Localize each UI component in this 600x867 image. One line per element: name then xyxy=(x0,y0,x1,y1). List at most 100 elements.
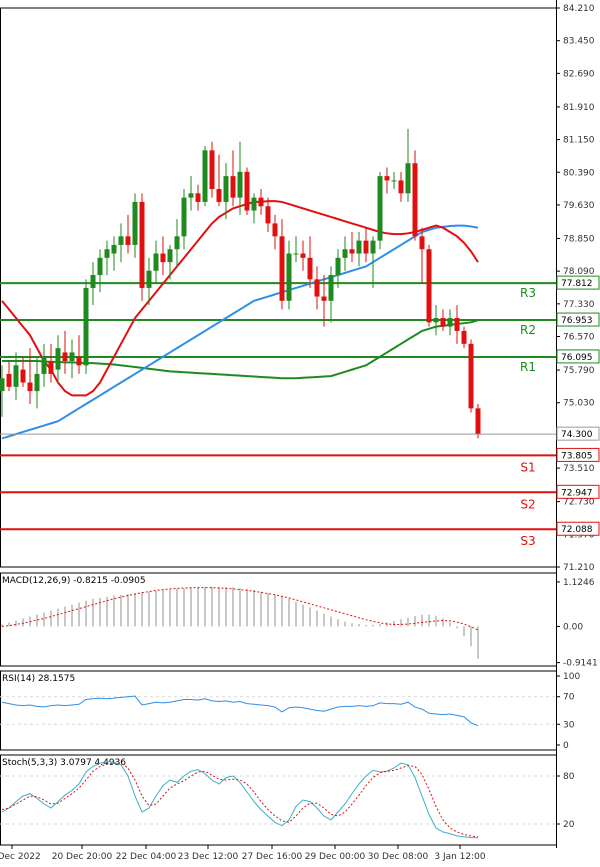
level-tag-s2 xyxy=(556,484,600,499)
rsi-tick-label: 0 xyxy=(563,741,569,751)
price-tick-label: 81.910 xyxy=(563,103,595,113)
level-name-s2: S2 xyxy=(520,497,535,511)
level-tag-label: 72.947 xyxy=(561,488,593,498)
candle-body xyxy=(174,236,180,250)
candle-body xyxy=(279,236,285,301)
candle-body xyxy=(76,356,82,366)
price-tick-label: 83.450 xyxy=(563,37,595,47)
candle-body xyxy=(55,348,61,370)
candle-body xyxy=(0,378,5,392)
candle-body xyxy=(265,206,271,224)
candle-body xyxy=(62,352,68,362)
candle-body xyxy=(34,373,40,392)
candle-body xyxy=(272,223,278,237)
candle-body xyxy=(454,318,460,331)
stoch-title: Stoch(5,3,3) 3.0797 4.4936 xyxy=(2,758,126,768)
ma-mid-line xyxy=(1,224,479,440)
candle-body xyxy=(349,249,355,254)
x-tick-label: 3 Jan 12:00 xyxy=(434,852,486,862)
price-tick-label: 78.090 xyxy=(563,267,595,277)
candle-body xyxy=(293,253,299,255)
candle-body xyxy=(209,150,215,190)
level-tag-label: 72.088 xyxy=(561,525,593,535)
x-tick-label: 19 Dec 2022 xyxy=(0,852,41,862)
x-tick-label: 23 Dec 12:00 xyxy=(178,852,239,862)
candle-body xyxy=(20,369,26,383)
candle-body xyxy=(321,296,327,301)
candle-body xyxy=(216,189,222,202)
level-tag-r2 xyxy=(556,312,600,327)
candle-body xyxy=(90,275,96,288)
price-tick-label: 80.390 xyxy=(563,168,595,178)
candle-body xyxy=(461,330,467,344)
candle-body xyxy=(195,193,201,202)
candle-body xyxy=(41,356,47,374)
level-tag-label: 77.812 xyxy=(561,279,593,289)
macd-tick-label: 1.1246 xyxy=(563,578,595,588)
ma-fast-line xyxy=(1,200,479,397)
ma-slow-line xyxy=(2,319,479,380)
candle-body xyxy=(181,197,187,237)
panel-frame-macd xyxy=(0,572,557,667)
candle-body xyxy=(132,201,138,245)
rsi-tick-label: 70 xyxy=(563,693,575,703)
price-tick-label: 71.210 xyxy=(563,563,595,573)
candle-body xyxy=(419,236,425,250)
stoch-main-line xyxy=(1,761,478,839)
x-tick-label: 22 Dec 04:00 xyxy=(116,852,177,862)
candle-body xyxy=(160,253,166,263)
macd-signal-line xyxy=(1,587,479,631)
rsi-title: RSI(14) 28.1575 xyxy=(2,674,75,684)
price-tick-label: 75.030 xyxy=(563,399,595,409)
candle-body xyxy=(433,318,439,323)
candle-body xyxy=(300,253,306,258)
candle-body xyxy=(104,249,110,258)
macd-tick-label: 0.00 xyxy=(563,622,583,632)
panel-frame-rsi xyxy=(0,670,557,751)
x-tick-label: 27 Dec 16:00 xyxy=(242,852,303,862)
last-price-label: 74.300 xyxy=(561,430,593,440)
price-tick-label: 81.150 xyxy=(563,136,595,146)
macd-title: MACD(12,26,9) -0.8215 -0.0905 xyxy=(2,576,146,586)
level-tag-label: 76.953 xyxy=(561,316,593,326)
candle-body xyxy=(328,275,334,301)
candle-body xyxy=(83,287,89,366)
level-tag-label: 73.805 xyxy=(561,451,593,461)
level-tag-r1 xyxy=(556,349,600,364)
stoch-signal-line xyxy=(1,762,479,838)
candle-body xyxy=(258,197,264,207)
x-tick-label: 30 Dec 08:00 xyxy=(368,852,429,862)
level-name-r2: R2 xyxy=(520,323,536,337)
candle-body xyxy=(412,163,418,237)
candle-body xyxy=(223,176,229,202)
candle-body xyxy=(342,249,348,258)
price-tick-label: 84.210 xyxy=(563,4,595,14)
stoch-tick-label: 80 xyxy=(563,772,575,782)
rsi-tick-label: 30 xyxy=(563,720,575,730)
candle-body xyxy=(97,257,103,276)
candle-body xyxy=(391,180,397,182)
candle-body xyxy=(146,270,152,288)
candle-body xyxy=(167,249,173,263)
candle-body xyxy=(426,249,432,323)
candle-body xyxy=(286,253,292,301)
candle-body xyxy=(202,150,208,202)
last-price-tag xyxy=(556,426,600,441)
candle-body xyxy=(307,257,313,280)
price-tick-label: 79.630 xyxy=(563,201,595,211)
candle-body xyxy=(111,244,117,254)
rsi-line xyxy=(1,695,479,727)
level-tag-label: 76.095 xyxy=(561,353,593,363)
price-tick-label: 77.330 xyxy=(563,300,595,310)
candle-body xyxy=(468,343,474,409)
candle-body xyxy=(384,176,390,181)
candle-body xyxy=(69,352,75,362)
price-tick-label: 73.510 xyxy=(563,464,595,474)
level-name-r1: R1 xyxy=(520,360,536,374)
candle-body xyxy=(447,318,453,327)
candle-body xyxy=(370,240,376,254)
candle-body xyxy=(363,240,369,254)
candle-body xyxy=(13,365,19,387)
level-tag-s1 xyxy=(556,447,600,462)
